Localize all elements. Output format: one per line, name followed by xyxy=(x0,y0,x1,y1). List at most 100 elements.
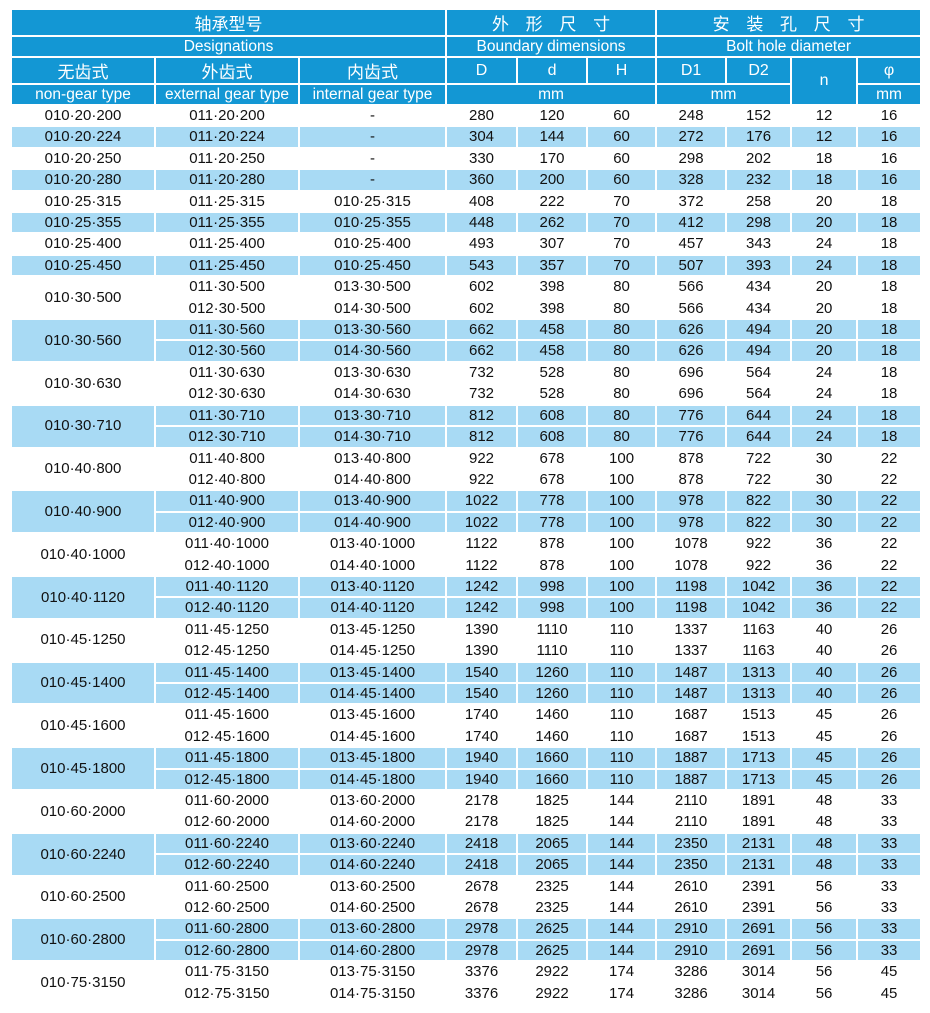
cell-phi: 22 xyxy=(856,446,923,470)
cell-D: 304 xyxy=(445,125,519,149)
cell-phi: 26 xyxy=(856,681,923,706)
cell-D1: 566 xyxy=(655,296,728,321)
cell-D2: 564 xyxy=(725,382,793,406)
cell-phi: 22 xyxy=(856,467,923,492)
cell-external-gear-type: 011·30·500 xyxy=(154,275,300,299)
cell-D: 1390 xyxy=(445,617,519,642)
cell-internal-gear-type: 013·60·2500 xyxy=(297,874,448,899)
cell-D1: 696 xyxy=(655,360,728,385)
cell-d: 458 xyxy=(516,339,589,363)
cell-n: 40 xyxy=(790,660,859,684)
cell-D2: 1163 xyxy=(725,639,793,663)
cell-D2: 1042 xyxy=(725,574,793,599)
cell-H: 100 xyxy=(586,553,658,577)
table-row: 012·40·900 014·40·900 1022 778 100 978 822 30 22 xyxy=(11,510,923,535)
cell-phi: 18 xyxy=(856,296,923,321)
cell-n: 48 xyxy=(790,853,859,877)
cell-n: 24 xyxy=(790,382,859,406)
cell-D2: 232 xyxy=(725,168,793,192)
table-row: 012·60·2500 014·60·2500 2678 2325 144 2610 239… xyxy=(11,896,923,920)
cell-n: 12 xyxy=(790,125,859,149)
cell-phi: 26 xyxy=(856,703,923,727)
cell-D2: 1513 xyxy=(725,703,793,727)
cell-external-gear-type: 012·60·2240 xyxy=(154,853,300,877)
cell-D: 360 xyxy=(445,168,519,192)
cell-D1: 978 xyxy=(655,489,728,513)
cell-D1: 1487 xyxy=(655,681,728,706)
cell-external-gear-type: 011·60·2500 xyxy=(154,874,300,899)
cell-D2: 1713 xyxy=(725,767,793,792)
cell-phi: 18 xyxy=(856,318,923,342)
cell-internal-gear-type: 013·45·1250 xyxy=(297,617,448,642)
cell-D: 1940 xyxy=(445,767,519,792)
table-row: 010·45·1600 011·45·1600 013·45·1600 1740 146… xyxy=(10,703,923,749)
cell-D2: 2131 xyxy=(725,831,793,856)
cell-phi: 18 xyxy=(856,275,923,299)
cell-D2: 298 xyxy=(725,211,793,235)
cell-phi: 18 xyxy=(856,339,923,363)
header-boundary-dimensions-cn: 外 形 尺 寸 xyxy=(445,8,658,37)
cell-external-gear-type: 011·40·900 xyxy=(154,489,300,513)
cell-D1: 1198 xyxy=(655,574,728,599)
cell-internal-gear-type: 014·75·3150 xyxy=(297,981,448,1006)
cell-D1: 248 xyxy=(655,103,728,128)
cell-internal-gear-type: 013·40·1000 xyxy=(297,532,448,556)
cell-D1: 1078 xyxy=(655,532,728,556)
table-row: 010·40·1120 011·40·1120 013·40·1120 1242 998… xyxy=(10,574,923,620)
cell-D1: 878 xyxy=(655,446,728,470)
cell-internal-gear-type: 013·60·2240 xyxy=(297,831,448,856)
cell-phi: 33 xyxy=(856,874,923,899)
cell-phi: 18 xyxy=(856,382,923,406)
cell-n: 30 xyxy=(790,510,859,535)
cell-d: 1660 xyxy=(516,767,589,792)
cell-n: 30 xyxy=(790,446,859,470)
cell-d: 222 xyxy=(516,189,589,214)
cell-phi: 33 xyxy=(856,896,923,920)
header-designations-en: Designations xyxy=(9,35,448,58)
cell-external-gear-type: 012·45·1250 xyxy=(154,639,300,663)
cell-D1: 878 xyxy=(655,467,728,492)
header-external-gear-en: external gear type xyxy=(154,83,300,106)
cell-internal-gear-type: 014·40·900 xyxy=(297,510,448,535)
cell-D: 1242 xyxy=(445,596,519,620)
cell-D: 2418 xyxy=(445,853,519,877)
cell-external-gear-type: 011·20·200 xyxy=(154,103,300,128)
cell-D: 1540 xyxy=(445,660,519,684)
cell-d: 1260 xyxy=(516,681,589,706)
cell-D2: 1713 xyxy=(725,746,793,770)
cell-D2: 1313 xyxy=(725,660,793,684)
table-row: 012·45·1400 014·45·1400 1540 1260 110 1487 131… xyxy=(11,681,923,706)
cell-D: 448 xyxy=(445,211,519,235)
header-unit-phi-mm: mm xyxy=(856,83,923,106)
cell-external-gear-type: 011·40·800 xyxy=(154,446,300,470)
cell-n: 48 xyxy=(790,788,859,813)
cell-external-gear-type: 012·75·3150 xyxy=(154,981,300,1006)
cell-D2: 1163 xyxy=(725,617,793,642)
cell-H: 144 xyxy=(586,788,658,813)
cell-H: 144 xyxy=(586,853,658,877)
table-row: 010·40·800 011·40·800 013·40·800 922 678 100 8… xyxy=(10,446,923,492)
table-row: 012·40·1000 014·40·1000 1122 878 100 1078 922 3… xyxy=(11,553,923,577)
cell-external-gear-type: 011·60·2240 xyxy=(154,831,300,856)
cell-non-gear-type: 010·45·1600 xyxy=(10,703,156,749)
cell-D: 1022 xyxy=(445,510,519,535)
cell-internal-gear-type: 010·25·400 xyxy=(297,232,448,256)
cell-non-gear-type: 010·45·1400 xyxy=(10,660,156,706)
cell-H: 80 xyxy=(586,382,658,406)
cell-n: 24 xyxy=(790,425,859,449)
cell-internal-gear-type: - xyxy=(297,146,448,171)
cell-phi: 22 xyxy=(856,574,923,599)
cell-D: 602 xyxy=(445,275,519,299)
cell-internal-gear-type: 013·60·2000 xyxy=(297,788,448,813)
cell-phi: 18 xyxy=(856,403,923,428)
cell-internal-gear-type: - xyxy=(297,125,448,149)
cell-non-gear-type: 010·25·400 xyxy=(10,232,156,256)
cell-D2: 644 xyxy=(725,425,793,449)
cell-D1: 566 xyxy=(655,275,728,299)
cell-H: 144 xyxy=(586,917,658,941)
cell-D: 493 xyxy=(445,232,519,256)
table-row: 010·60·2240 011·60·2240 013·60·2240 2418 206… xyxy=(10,831,923,877)
cell-H: 70 xyxy=(586,211,658,235)
cell-internal-gear-type: 013·30·560 xyxy=(297,318,448,342)
